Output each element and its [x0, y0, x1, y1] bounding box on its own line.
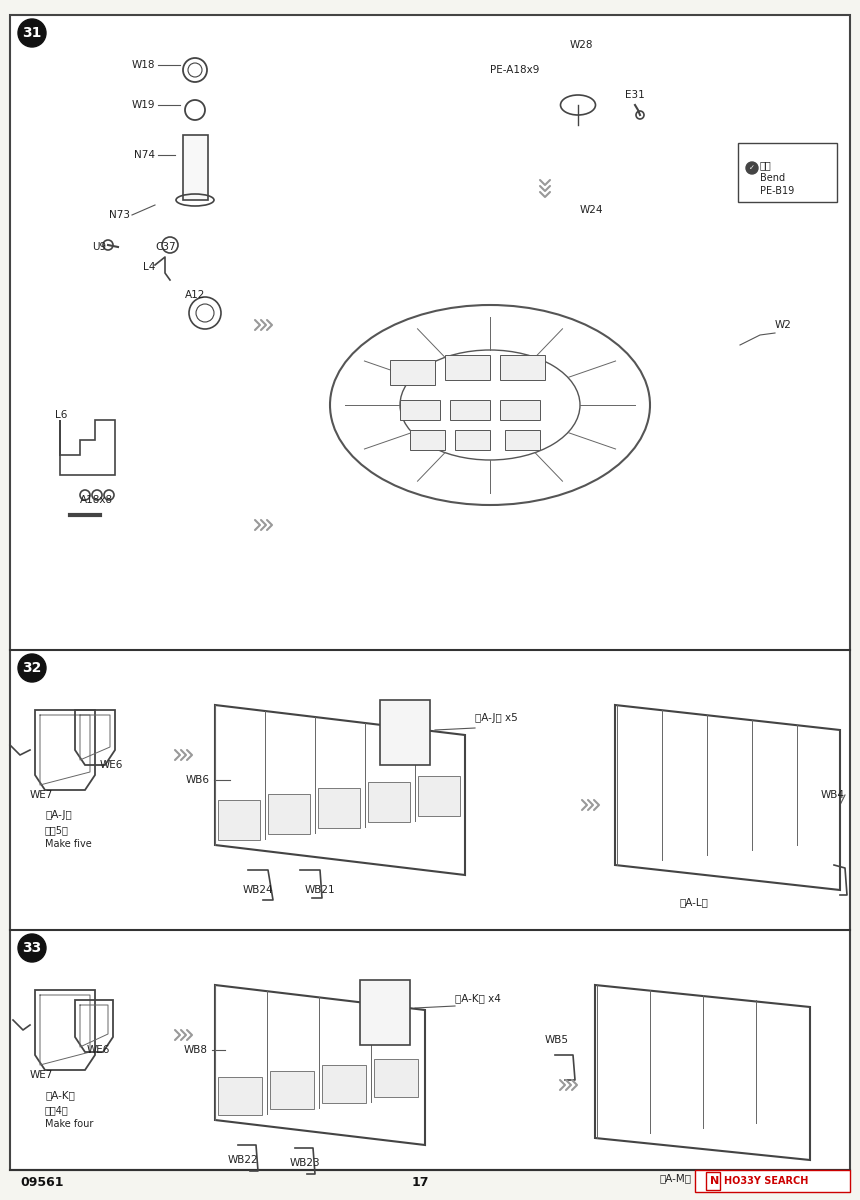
Text: WB22: WB22 — [228, 1154, 259, 1165]
FancyBboxPatch shape — [268, 794, 310, 834]
Text: Make four: Make four — [45, 1118, 94, 1129]
Text: W2: W2 — [775, 320, 792, 330]
Text: WB21: WB21 — [305, 886, 335, 895]
FancyBboxPatch shape — [368, 782, 410, 822]
Text: Make five: Make five — [45, 839, 92, 850]
Text: WB24: WB24 — [243, 886, 273, 895]
FancyBboxPatch shape — [322, 1066, 366, 1103]
Text: L6: L6 — [55, 410, 67, 420]
FancyBboxPatch shape — [738, 143, 837, 202]
Text: 制作4组: 制作4组 — [45, 1105, 69, 1115]
FancyBboxPatch shape — [418, 776, 460, 816]
FancyBboxPatch shape — [10, 14, 850, 1170]
Text: Bend: Bend — [760, 173, 785, 182]
Text: W24: W24 — [580, 205, 604, 215]
Text: 《A-J》 x5: 《A-J》 x5 — [475, 713, 518, 722]
FancyBboxPatch shape — [695, 1170, 850, 1192]
Text: C37: C37 — [155, 242, 175, 252]
FancyBboxPatch shape — [218, 800, 260, 840]
Text: WB6: WB6 — [186, 775, 210, 785]
Circle shape — [746, 162, 758, 174]
Text: WB4: WB4 — [821, 790, 845, 800]
Text: N: N — [710, 1176, 720, 1186]
Circle shape — [18, 654, 46, 682]
Circle shape — [18, 19, 46, 47]
FancyBboxPatch shape — [400, 400, 440, 420]
Text: WE6: WE6 — [100, 760, 123, 770]
FancyBboxPatch shape — [374, 1058, 418, 1097]
Text: 17: 17 — [411, 1176, 429, 1188]
Text: ✓: ✓ — [749, 164, 755, 170]
Text: 《A-L》: 《A-L》 — [680, 898, 709, 907]
FancyBboxPatch shape — [390, 360, 435, 385]
FancyBboxPatch shape — [450, 400, 490, 420]
FancyBboxPatch shape — [500, 355, 545, 380]
Text: W19: W19 — [132, 100, 155, 110]
Text: W18: W18 — [132, 60, 155, 70]
FancyBboxPatch shape — [183, 134, 208, 200]
Text: 33: 33 — [22, 941, 41, 955]
FancyBboxPatch shape — [410, 430, 445, 450]
Text: HO33Y SEARCH: HO33Y SEARCH — [724, 1176, 808, 1186]
Text: E31: E31 — [625, 90, 645, 100]
Text: L4: L4 — [143, 262, 155, 272]
Text: WB5: WB5 — [545, 1034, 569, 1045]
Circle shape — [18, 934, 46, 962]
Text: 弯曲: 弯曲 — [760, 160, 771, 170]
Text: W28: W28 — [570, 40, 593, 50]
Text: PE-B19: PE-B19 — [760, 186, 795, 196]
FancyBboxPatch shape — [270, 1070, 314, 1109]
Text: WE7: WE7 — [30, 790, 53, 800]
FancyBboxPatch shape — [218, 1078, 262, 1115]
Text: U9: U9 — [92, 242, 106, 252]
Text: 制作5组: 制作5组 — [45, 826, 69, 835]
Text: WE6: WE6 — [87, 1045, 110, 1055]
FancyBboxPatch shape — [706, 1172, 720, 1190]
Text: N73: N73 — [109, 210, 130, 220]
Text: 31: 31 — [22, 26, 41, 40]
FancyBboxPatch shape — [360, 980, 410, 1045]
FancyBboxPatch shape — [455, 430, 490, 450]
Text: 《A-K》: 《A-K》 — [45, 1090, 75, 1100]
Text: 《A-K》 x4: 《A-K》 x4 — [455, 994, 501, 1003]
FancyBboxPatch shape — [445, 355, 490, 380]
Text: 《A-J》: 《A-J》 — [45, 810, 71, 820]
Text: A18x8: A18x8 — [80, 494, 114, 505]
FancyBboxPatch shape — [318, 788, 360, 828]
FancyBboxPatch shape — [500, 400, 540, 420]
FancyBboxPatch shape — [380, 700, 430, 766]
Text: WB23: WB23 — [290, 1158, 321, 1168]
Text: 《A-M》: 《A-M》 — [660, 1174, 692, 1183]
Text: WB8: WB8 — [184, 1045, 208, 1055]
Text: PE-A18x9: PE-A18x9 — [490, 65, 539, 74]
Text: WE7: WE7 — [30, 1070, 53, 1080]
Text: A12: A12 — [185, 290, 206, 300]
Text: 09561: 09561 — [20, 1176, 64, 1188]
Text: 32: 32 — [22, 661, 41, 674]
FancyBboxPatch shape — [505, 430, 540, 450]
Text: N74: N74 — [134, 150, 155, 160]
